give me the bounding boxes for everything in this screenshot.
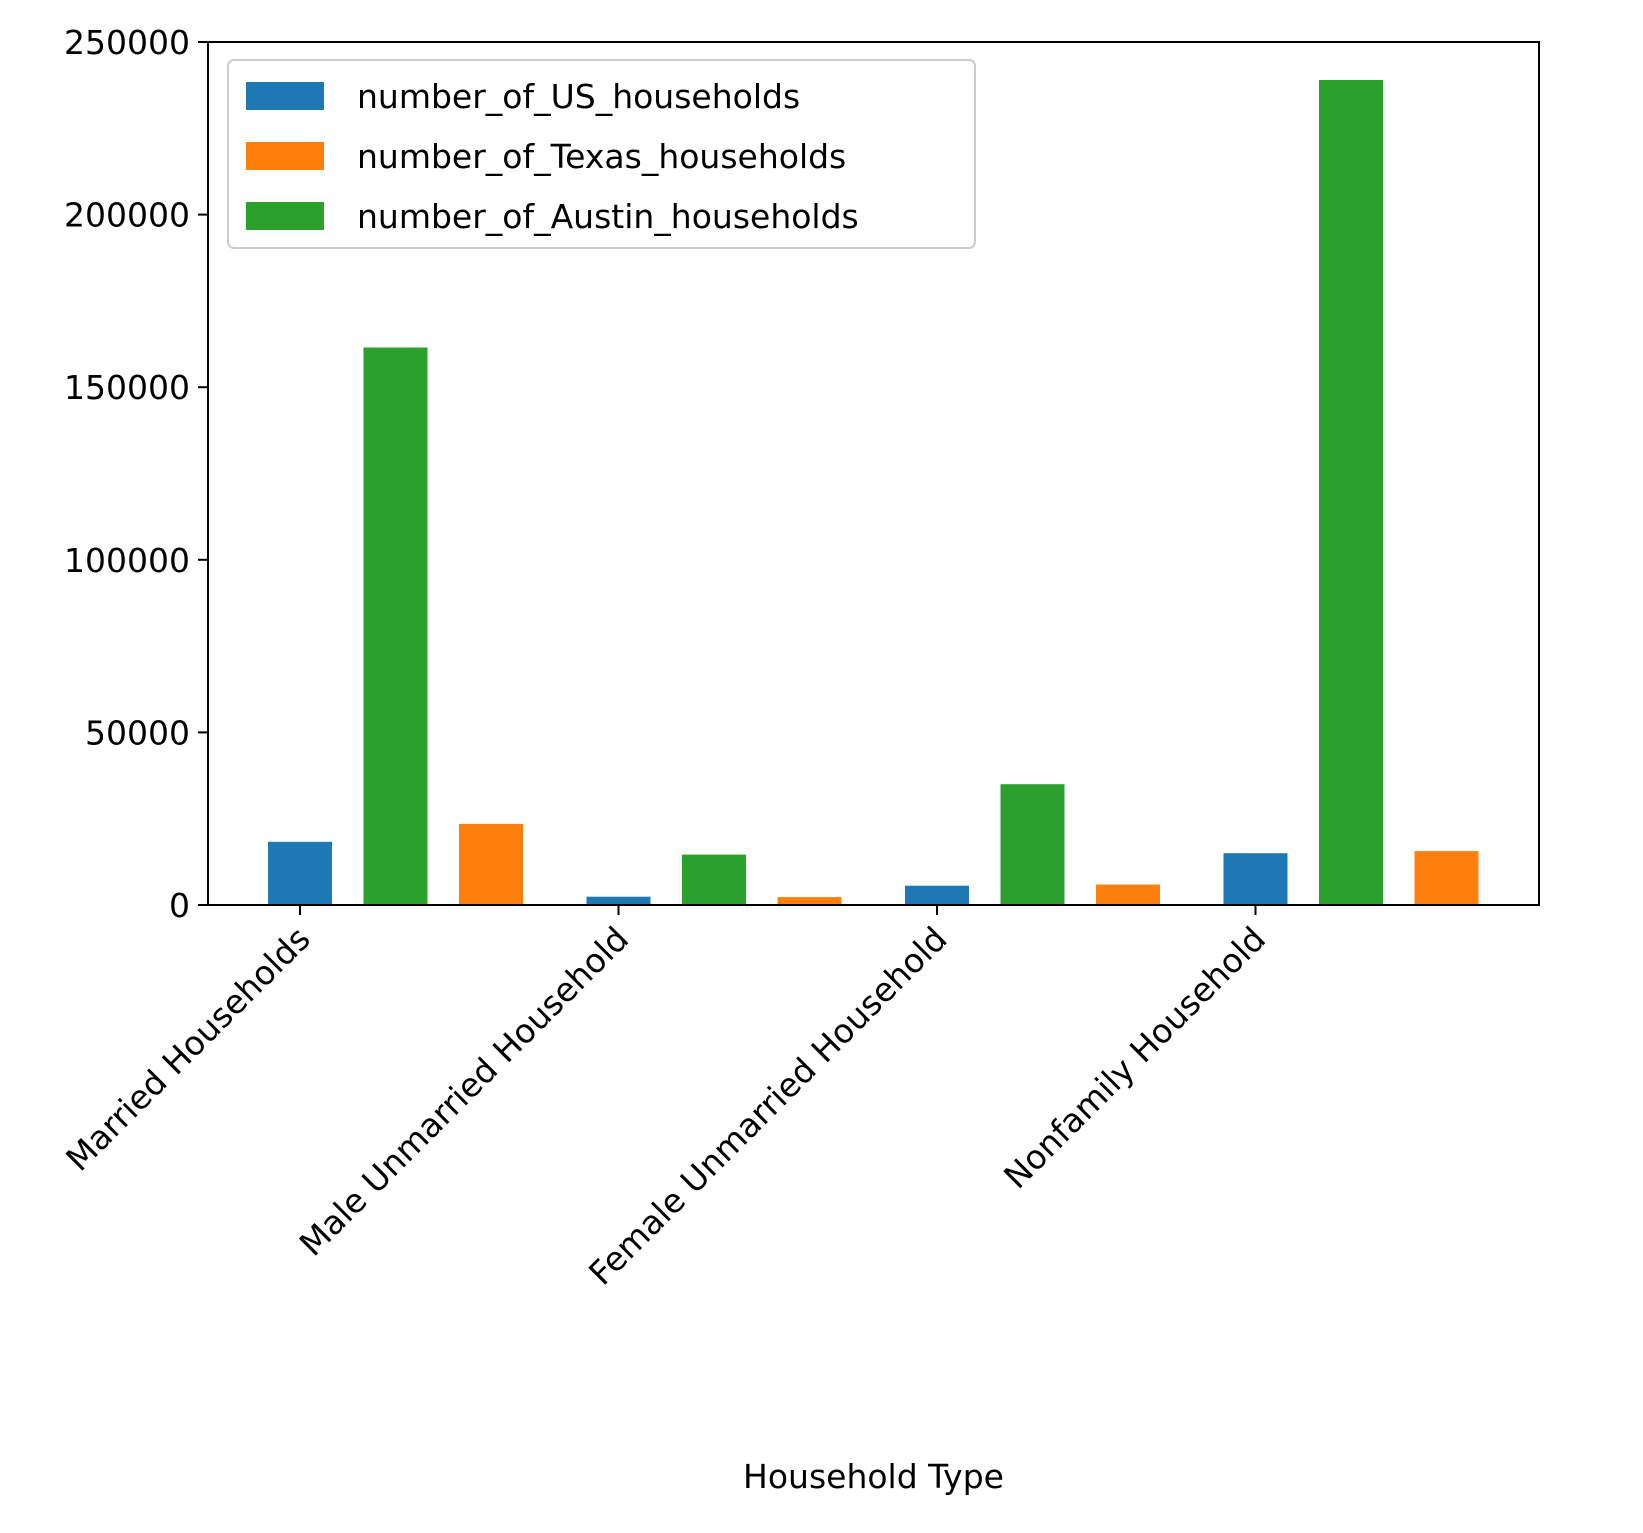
legend-label: number_of_Texas_households	[357, 137, 846, 176]
bar-number-of-us-households-0	[268, 841, 332, 905]
bar-number-of-texas-households-1	[777, 897, 842, 905]
bar-number-of-us-households-2	[905, 885, 969, 905]
y-tick-label: 0	[169, 886, 190, 925]
bar-number-of-austin-households-3	[1319, 80, 1383, 905]
y-tick-label: 200000	[64, 196, 190, 235]
bar-number-of-texas-households-3	[1414, 851, 1479, 905]
bar-number-of-us-households-1	[586, 896, 651, 905]
y-tick-label: 100000	[64, 541, 190, 580]
bar-number-of-austin-households-1	[682, 854, 746, 905]
bar-number-of-texas-households-0	[459, 823, 523, 905]
bars-layer	[268, 80, 1479, 905]
bar-number-of-austin-households-2	[1000, 784, 1065, 905]
x-tick-label: Female Unmarried Household	[581, 919, 955, 1293]
plot-frame	[207, 41, 1540, 906]
bar-number-of-austin-households-0	[363, 347, 428, 905]
legend-label: number_of_US_households	[357, 77, 800, 116]
bar-number-of-texas-households-2	[1096, 884, 1160, 905]
y-tick-label: 150000	[64, 368, 190, 407]
x-tick-label: Nonfamily Household	[996, 919, 1273, 1196]
y-axis: 0 50000 100000 150000 200000 250000	[64, 23, 208, 925]
legend-swatch	[246, 202, 324, 230]
y-tick-label: 50000	[85, 713, 190, 752]
legend-swatch	[246, 82, 324, 110]
legend-swatch	[246, 142, 324, 170]
legend-label: number_of_Austin_households	[357, 197, 859, 236]
axes-layer	[207, 41, 1540, 906]
legend: number_of_US_households number_of_Texas_h…	[227, 59, 976, 249]
x-tick-label: Male Unmarried Household	[292, 919, 637, 1264]
x-axis-title: Household Type	[743, 1457, 1004, 1496]
x-tick-label: Married Households	[58, 919, 318, 1179]
y-tick-label: 250000	[64, 23, 190, 62]
bar-number-of-us-households-3	[1223, 853, 1288, 905]
legend-box	[227, 59, 976, 249]
